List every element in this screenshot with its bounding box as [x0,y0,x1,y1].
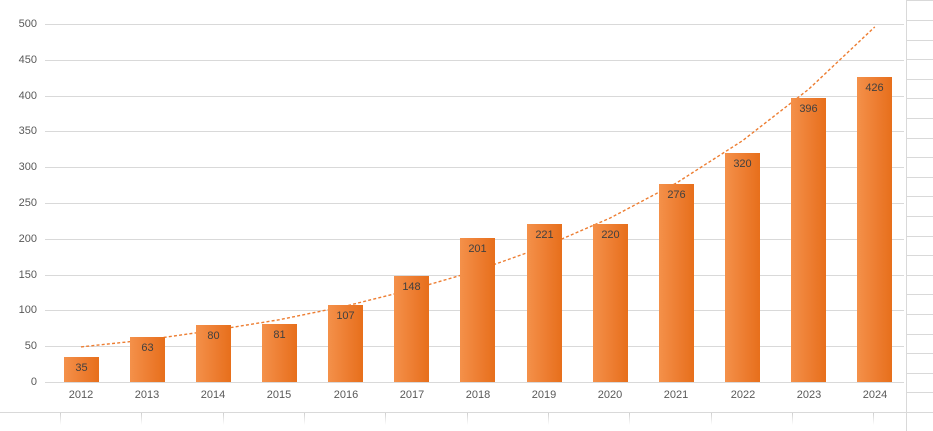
worksheet-column-stub [873,413,874,425]
y-axis-label: 300 [18,161,37,173]
gridline [45,24,904,25]
x-axis-label: 2018 [465,389,491,401]
worksheet-row-line [906,196,933,197]
data-label: 35 [75,362,88,374]
bar-2020[interactable]: 220 [593,224,628,382]
gridline [45,96,904,97]
y-axis-label: 200 [18,233,37,245]
worksheet-row-line [906,0,933,1]
worksheet-column-stub [304,413,305,425]
y-axis-label: 0 [30,376,37,388]
worksheet-row-line [906,236,933,237]
y-axis-label: 150 [18,269,37,281]
bar-2013[interactable]: 63 [130,337,165,382]
data-label: 81 [273,329,286,341]
bar-2019[interactable]: 221 [527,224,562,382]
data-label: 276 [667,189,686,201]
bar-2015[interactable]: 81 [262,324,297,382]
y-axis-label: 50 [24,340,37,352]
x-axis-label: 2015 [266,389,292,401]
bar-2018[interactable]: 201 [460,238,495,382]
worksheet-column-stub [629,413,630,425]
worksheet-row-line [906,79,933,80]
y-axis-label: 500 [18,18,37,30]
bar-2022[interactable]: 320 [725,153,760,382]
x-axis-label: 2017 [399,389,425,401]
gridline [45,203,904,204]
y-axis-label: 350 [18,125,37,137]
data-label: 396 [799,103,818,115]
bar-2017[interactable]: 148 [394,276,429,382]
worksheet-row-line [906,353,933,354]
x-axis-label: 2024 [862,389,888,401]
data-label: 220 [601,229,620,241]
worksheet-column-stub [711,413,712,425]
worksheet-column-stub [141,413,142,425]
worksheet-column-line [906,0,907,431]
x-axis-label: 2023 [796,389,822,401]
y-axis-label: 400 [18,90,37,102]
worksheet-column-stub [548,413,549,425]
bar-2012[interactable]: 35 [64,357,99,382]
data-label: 80 [207,330,220,342]
worksheet-column-stub [223,413,224,425]
data-label: 107 [336,310,355,322]
worksheet-column-stub [792,413,793,425]
worksheet-row-line [906,314,933,315]
worksheet-column-stub [467,413,468,425]
worksheet-row-line [906,98,933,99]
worksheet-row-line [906,118,933,119]
x-axis-label: 2014 [200,389,226,401]
bar-2024[interactable]: 426 [857,77,892,382]
data-label: 426 [865,82,884,94]
data-label: 63 [141,342,154,354]
worksheet-row-line [906,138,933,139]
worksheet-row-line [906,294,933,295]
data-label: 221 [535,229,554,241]
x-axis-label: 2013 [134,389,160,401]
x-axis-label: 2022 [730,389,756,401]
worksheet-row-line-bottom [0,412,933,413]
worksheet-row-line [906,59,933,60]
x-axis-label: 2020 [597,389,623,401]
bar-2021[interactable]: 276 [659,184,694,382]
data-label: 201 [468,243,487,255]
worksheet-row-line [906,216,933,217]
x-axis-label: 2012 [68,389,94,401]
gridline [45,131,904,132]
y-axis-label: 450 [18,54,37,66]
worksheet-row-line [906,177,933,178]
x-axis-label: 2021 [663,389,689,401]
worksheet-column-stub [385,413,386,425]
worksheet-row-line [906,373,933,374]
worksheet-row-line [906,392,933,393]
worksheet-column-stub [60,413,61,425]
bar-2023[interactable]: 396 [791,98,826,382]
worksheet-row-line [906,40,933,41]
gridline [45,382,904,383]
bar-2016[interactable]: 107 [328,305,363,382]
worksheet-row-line [906,275,933,276]
data-label: 320 [733,158,752,170]
worksheet-row-line [906,20,933,21]
x-axis-label: 2019 [531,389,557,401]
y-axis-label: 100 [18,304,37,316]
bar-2014[interactable]: 80 [196,325,231,382]
x-axis-label: 2016 [333,389,359,401]
worksheet-row-line [906,255,933,256]
gridline [45,167,904,168]
y-axis-label: 250 [18,197,37,209]
data-label: 148 [402,281,421,293]
gridline [45,60,904,61]
worksheet-row-line [906,157,933,158]
worksheet-row-line [906,334,933,335]
